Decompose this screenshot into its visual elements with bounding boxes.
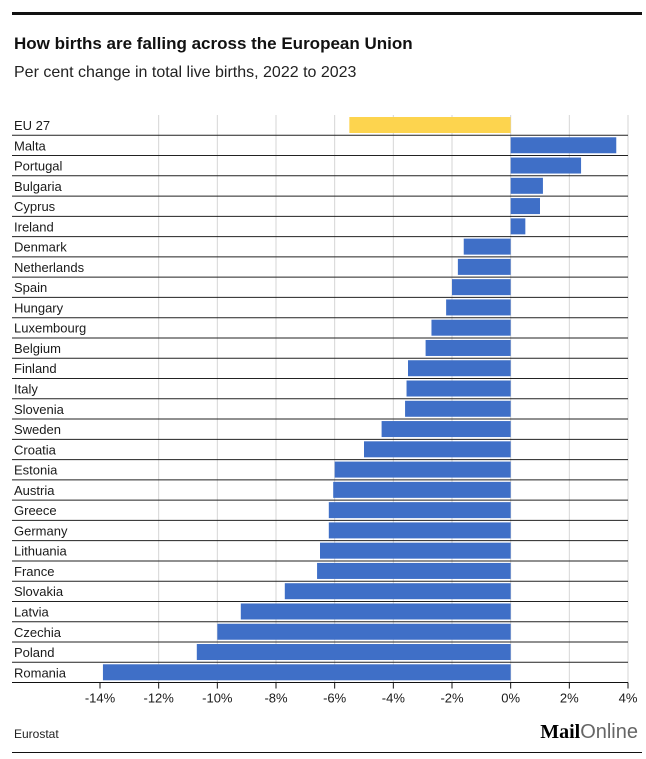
- category-label: Austria: [14, 483, 55, 498]
- bar: [364, 441, 511, 458]
- mailonline-logo: MailOnline: [540, 721, 638, 743]
- x-tick-label: 2%: [560, 691, 579, 706]
- bar: [406, 380, 511, 397]
- category-label: Czechia: [14, 625, 62, 640]
- category-label: Sweden: [14, 422, 61, 437]
- bar: [328, 522, 511, 539]
- category-label: Luxembourg: [14, 321, 86, 336]
- bar: [284, 583, 511, 600]
- bar: [408, 360, 511, 377]
- source-label: Eurostat: [14, 727, 59, 741]
- bar-chart: EU 27 Malta Portugal Bulgaria Cyprus Ireland D…: [12, 115, 638, 706]
- chart-subtitle: Per cent change in total live births, 20…: [14, 64, 357, 81]
- x-tick-label: -12%: [143, 691, 174, 706]
- bar: [333, 481, 511, 498]
- category-label: EU 27: [14, 118, 50, 133]
- category-label: Croatia: [14, 442, 57, 457]
- category-label: Slovenia: [14, 402, 65, 417]
- x-tick-label: -14%: [85, 691, 116, 706]
- bottom-rule: [12, 752, 642, 753]
- bar: [510, 137, 617, 154]
- category-label: Malta: [14, 138, 47, 153]
- bar: [510, 218, 526, 235]
- bar: [328, 502, 511, 519]
- category-label: Italy: [14, 382, 38, 397]
- category-label: Romania: [14, 665, 67, 680]
- bar: [405, 400, 511, 417]
- category-label: France: [14, 564, 54, 579]
- bar: [510, 177, 543, 194]
- category-label: Greece: [14, 503, 57, 518]
- bar: [457, 258, 511, 275]
- category-label: Slovakia: [14, 584, 64, 599]
- category-label: Germany: [14, 523, 68, 538]
- category-label: Cyprus: [14, 199, 56, 214]
- category-label: Bulgaria: [14, 179, 62, 194]
- bar: [349, 117, 511, 133]
- bar: [463, 238, 511, 255]
- category-label: Ireland: [14, 219, 54, 234]
- x-tick-label: -2%: [440, 691, 464, 706]
- bar: [196, 644, 511, 661]
- bar: [425, 339, 511, 356]
- category-label: Denmark: [14, 240, 67, 255]
- x-tick-label: -6%: [323, 691, 347, 706]
- bar: [452, 279, 511, 296]
- category-label: Spain: [14, 280, 47, 295]
- category-label: Lithuania: [14, 544, 68, 559]
- x-tick-label: -8%: [264, 691, 288, 706]
- x-tick-label: -10%: [202, 691, 233, 706]
- bar: [240, 603, 511, 620]
- bar: [446, 299, 511, 316]
- bar: [381, 421, 511, 438]
- x-tick-label: -4%: [382, 691, 406, 706]
- bar: [217, 623, 511, 640]
- top-rule: [12, 12, 642, 15]
- bar: [317, 562, 511, 579]
- bar: [510, 157, 582, 174]
- category-label: Poland: [14, 645, 54, 660]
- bar: [334, 461, 511, 478]
- category-label: Estonia: [14, 463, 58, 478]
- x-tick-label: 4%: [619, 691, 638, 706]
- bar: [510, 198, 540, 215]
- bar: [102, 664, 511, 681]
- category-label: Portugal: [14, 159, 63, 174]
- x-tick-label: 0%: [501, 691, 520, 706]
- bar: [320, 542, 511, 559]
- category-label: Netherlands: [14, 260, 85, 275]
- category-label: Latvia: [14, 604, 49, 619]
- category-label: Finland: [14, 361, 57, 376]
- bar: [431, 319, 511, 336]
- category-label: Belgium: [14, 341, 61, 356]
- category-label: Hungary: [14, 300, 64, 315]
- chart-title: How births are falling across the Europe…: [14, 34, 413, 53]
